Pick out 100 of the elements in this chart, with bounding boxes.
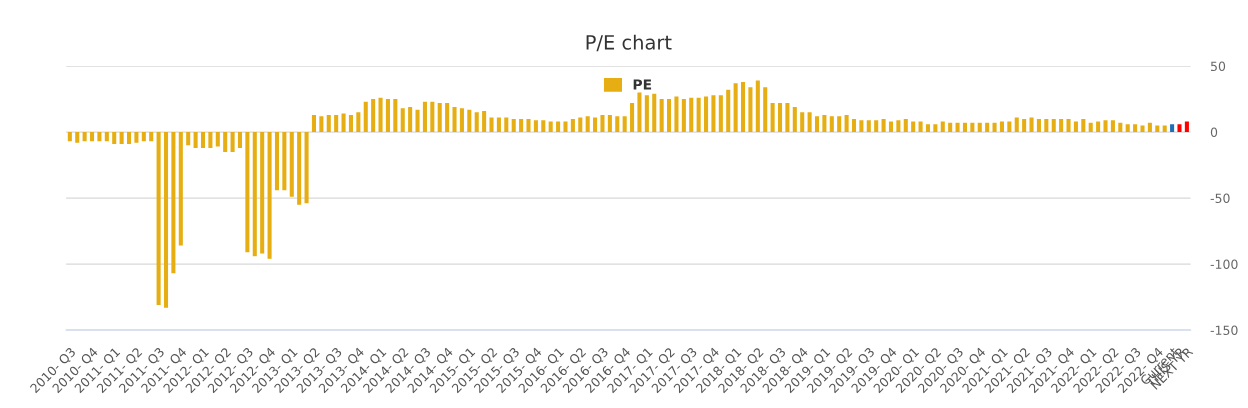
bar bbox=[1088, 122, 1093, 133]
bar bbox=[363, 101, 368, 133]
bar bbox=[622, 116, 627, 133]
bar bbox=[888, 121, 894, 133]
bar bbox=[297, 132, 302, 205]
bar bbox=[90, 132, 95, 142]
bar bbox=[644, 95, 649, 133]
bar bbox=[245, 132, 250, 253]
bar bbox=[437, 103, 442, 133]
bar bbox=[800, 112, 805, 133]
bar bbox=[785, 103, 790, 133]
bar bbox=[593, 117, 598, 133]
bar bbox=[519, 118, 524, 133]
bar bbox=[400, 108, 405, 133]
chart-title: P/E chart bbox=[586, 34, 672, 52]
bar bbox=[940, 121, 945, 133]
bar bbox=[1036, 118, 1041, 133]
bar bbox=[1059, 118, 1064, 133]
bar bbox=[112, 132, 117, 144]
bar bbox=[459, 108, 464, 133]
bar bbox=[289, 132, 294, 197]
bar bbox=[511, 118, 516, 133]
y-tick-label: -100 bbox=[1210, 259, 1238, 269]
bar bbox=[689, 97, 694, 133]
bar bbox=[999, 121, 1004, 133]
y-tick-label: 50 bbox=[1211, 61, 1226, 72]
bar bbox=[733, 83, 738, 133]
bar bbox=[496, 117, 501, 133]
bar bbox=[903, 118, 908, 133]
bar bbox=[792, 107, 797, 133]
bar bbox=[467, 109, 472, 133]
bar bbox=[200, 132, 206, 148]
bar bbox=[570, 118, 575, 133]
bar bbox=[348, 114, 353, 133]
y-tick-label: 0 bbox=[1210, 127, 1218, 138]
bar bbox=[1133, 124, 1138, 133]
bar bbox=[807, 112, 812, 133]
bar bbox=[430, 101, 435, 133]
bar bbox=[334, 114, 339, 133]
y-tick-label: -50 bbox=[1210, 193, 1230, 204]
bar bbox=[378, 97, 383, 133]
bar bbox=[104, 132, 109, 142]
bar bbox=[977, 122, 982, 133]
bar bbox=[237, 132, 243, 148]
bar bbox=[474, 112, 479, 133]
bar bbox=[896, 120, 901, 133]
bar bbox=[829, 116, 834, 133]
bar bbox=[1044, 118, 1049, 133]
bar bbox=[82, 132, 87, 142]
bar bbox=[215, 132, 220, 147]
bar bbox=[696, 97, 701, 133]
bar bbox=[1170, 124, 1175, 133]
bar bbox=[881, 118, 886, 133]
bar bbox=[704, 96, 709, 133]
bar bbox=[748, 87, 753, 133]
bar bbox=[371, 99, 376, 133]
bar bbox=[918, 121, 923, 133]
bar bbox=[770, 103, 775, 133]
bar bbox=[422, 101, 427, 133]
bar bbox=[385, 99, 390, 133]
bar bbox=[1073, 121, 1078, 133]
legend-label: PE bbox=[633, 79, 652, 90]
bar bbox=[1162, 125, 1167, 133]
bar bbox=[630, 103, 635, 133]
bar bbox=[556, 121, 561, 133]
bar bbox=[667, 99, 672, 133]
bar bbox=[718, 95, 723, 133]
bar bbox=[948, 122, 953, 133]
bar bbox=[119, 132, 124, 144]
bar bbox=[962, 122, 967, 133]
bar bbox=[1184, 121, 1189, 133]
bar bbox=[600, 114, 605, 133]
bar bbox=[97, 132, 102, 142]
bar bbox=[504, 117, 509, 133]
bar bbox=[866, 120, 871, 133]
bar bbox=[541, 120, 546, 133]
bar bbox=[933, 124, 938, 133]
bar bbox=[445, 103, 450, 133]
bar bbox=[452, 107, 457, 133]
bar bbox=[777, 103, 783, 133]
bar bbox=[911, 121, 916, 133]
bar bbox=[1125, 124, 1130, 133]
bar bbox=[311, 114, 316, 133]
bar bbox=[851, 118, 857, 133]
bar bbox=[341, 113, 346, 133]
bar bbox=[985, 122, 990, 133]
bar bbox=[274, 132, 280, 191]
bar bbox=[415, 109, 420, 133]
bar bbox=[1147, 122, 1152, 133]
bar bbox=[252, 132, 257, 257]
bar bbox=[178, 132, 183, 246]
bar bbox=[1022, 118, 1027, 133]
bar bbox=[319, 116, 324, 133]
bar bbox=[75, 132, 80, 143]
bar bbox=[859, 120, 864, 133]
bar bbox=[563, 121, 568, 133]
bar bbox=[282, 132, 287, 191]
bar bbox=[163, 132, 169, 308]
bar bbox=[126, 132, 132, 144]
bar bbox=[482, 110, 487, 133]
